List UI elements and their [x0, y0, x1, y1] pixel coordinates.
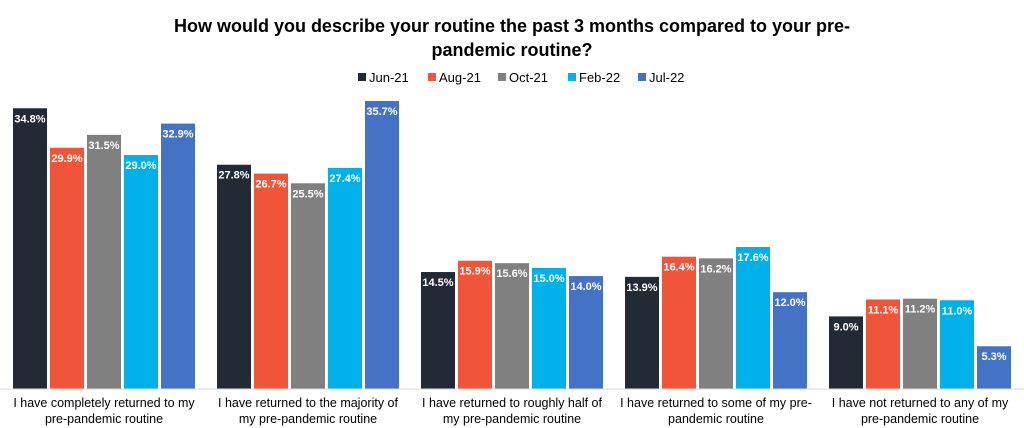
- bar-feb-22-cat-5: [940, 300, 974, 389]
- data-label-aug-21-cat-5: 11.1%: [868, 304, 899, 316]
- bar-jun-21-cat-1: [13, 108, 47, 390]
- data-label-jul-22-cat-4: 12.0%: [774, 297, 805, 309]
- category-label-3-line-1: I have returned to roughly half of: [422, 396, 603, 410]
- data-label-feb-22-cat-2: 27.4%: [329, 173, 360, 185]
- data-label-oct-21-cat-2: 25.5%: [292, 188, 323, 200]
- data-label-feb-22-cat-1: 29.0%: [125, 160, 156, 172]
- category-labels: I have completely returned to my pre-pand…: [13, 396, 1009, 426]
- bar-aug-21-cat-3: [458, 260, 492, 389]
- data-label-aug-21-cat-2: 26.7%: [255, 179, 286, 191]
- legend-swatch-feb-22: [568, 73, 576, 81]
- bar-jun-21-cat-3: [421, 272, 455, 389]
- bar-feb-22-cat-4: [736, 247, 770, 389]
- bar-jun-21-cat-2: [217, 164, 251, 389]
- data-label-jun-21-cat-2: 27.8%: [218, 170, 249, 182]
- category-label-1-line-1: I have completely returned to my: [13, 396, 195, 410]
- chart-title-line-1: How would you describe your routine the …: [174, 16, 850, 36]
- bar-aug-21-cat-4: [662, 256, 696, 389]
- legend-swatch-aug-21: [428, 73, 436, 81]
- data-label-oct-21-cat-3: 15.6%: [496, 268, 527, 280]
- category-label-4-line-1: I have returned to some of my pre-: [620, 396, 812, 410]
- legend-swatch-jun-21: [358, 73, 366, 81]
- bar-feb-22-cat-1: [124, 155, 158, 389]
- bar-oct-21-cat-4: [699, 258, 733, 389]
- data-label-feb-22-cat-3: 15.0%: [533, 273, 564, 285]
- data-label-oct-21-cat-4: 16.2%: [700, 263, 731, 275]
- bar-jul-22-cat-2: [365, 101, 399, 389]
- bar-jul-22-cat-1: [161, 123, 195, 390]
- bar-feb-22-cat-3: [532, 267, 566, 389]
- bar-jun-21-cat-5: [829, 316, 863, 389]
- data-label-aug-21-cat-4: 16.4%: [663, 262, 694, 274]
- category-label-2-line-2: my pre-pandemic routine: [239, 412, 377, 426]
- legend: Jun-21 Aug-21 Oct-21 Feb-22 Jul-22: [358, 70, 684, 85]
- data-label-jun-21-cat-5: 9.0%: [833, 321, 858, 333]
- legend-swatch-oct-21: [498, 73, 506, 81]
- data-label-jun-21-cat-4: 13.9%: [626, 282, 657, 294]
- data-label-jun-21-cat-3: 14.5%: [422, 277, 453, 289]
- category-label-5-line-2: pre-pandemic routine: [861, 412, 979, 426]
- bar-oct-21-cat-2: [291, 183, 325, 389]
- bars-group: 34.8% 29.9% 31.5% 29.0% 32.9% 27.8% 26.7% 25.5%…: [13, 101, 1011, 390]
- category-label-5-line-1: I have not returned to any of my: [832, 396, 1009, 410]
- bar-aug-21-cat-2: [254, 173, 288, 389]
- bar-oct-21-cat-1: [87, 134, 121, 389]
- bar-aug-21-cat-1: [50, 147, 84, 389]
- legend-swatch-jul-22: [638, 73, 646, 81]
- legend-label-aug-21: Aug-21: [439, 70, 481, 85]
- bar-oct-21-cat-5: [903, 298, 937, 389]
- legend-label-jul-22: Jul-22: [649, 70, 684, 85]
- bar-jul-22-cat-4: [773, 292, 807, 389]
- data-label-aug-21-cat-1: 29.9%: [51, 153, 82, 165]
- category-label-4-line-2: pandemic routine: [668, 412, 764, 426]
- chart-title-line-2: pandemic routine?: [431, 40, 592, 60]
- bar-aug-21-cat-5: [866, 299, 900, 389]
- data-label-jul-22-cat-2: 35.7%: [366, 106, 397, 118]
- data-label-jul-22-cat-1: 32.9%: [162, 129, 193, 141]
- bar-oct-21-cat-3: [495, 263, 529, 389]
- category-label-1-line-2: pre-pandemic routine: [45, 412, 163, 426]
- data-label-feb-22-cat-4: 17.6%: [737, 252, 768, 264]
- legend-label-oct-21: Oct-21: [509, 70, 548, 85]
- category-label-3-line-2: my pre-pandemic routine: [443, 412, 581, 426]
- legend-label-feb-22: Feb-22: [579, 70, 620, 85]
- data-label-oct-21-cat-1: 31.5%: [88, 140, 119, 152]
- legend-label-jun-21: Jun-21: [369, 70, 409, 85]
- bar-jul-22-cat-3: [569, 276, 603, 389]
- data-label-aug-21-cat-3: 15.9%: [459, 266, 490, 278]
- data-label-jun-21-cat-1: 34.8%: [14, 113, 45, 125]
- data-label-feb-22-cat-5: 11.0%: [942, 305, 973, 317]
- bar-feb-22-cat-2: [328, 167, 362, 389]
- data-label-oct-21-cat-5: 11.2%: [905, 304, 936, 316]
- bar-jul-22-cat-5: [977, 346, 1011, 389]
- category-label-2-line-1: I have returned to the majority of: [218, 396, 398, 410]
- bar-jun-21-cat-4: [625, 276, 659, 389]
- data-label-jul-22-cat-3: 14.0%: [570, 281, 601, 293]
- data-label-jul-22-cat-5: 5.3%: [981, 351, 1006, 363]
